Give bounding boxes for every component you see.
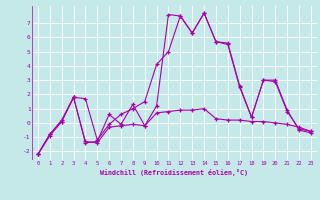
X-axis label: Windchill (Refroidissement éolien,°C): Windchill (Refroidissement éolien,°C) — [100, 169, 248, 176]
